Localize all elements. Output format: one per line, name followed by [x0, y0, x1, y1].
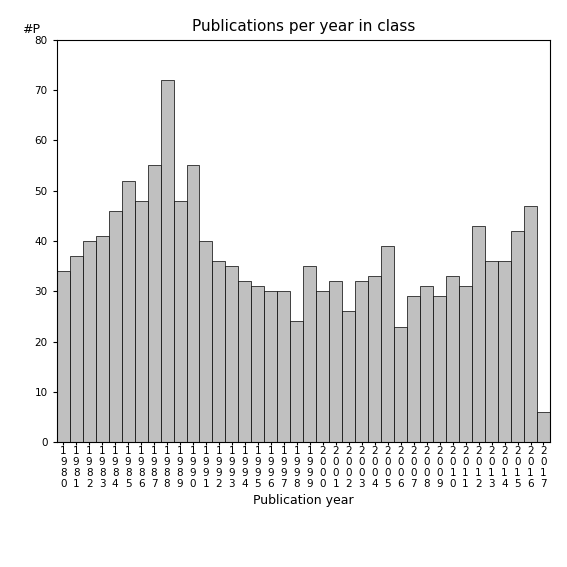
- Bar: [160, 80, 174, 442]
- Bar: [381, 246, 394, 442]
- Bar: [70, 256, 83, 442]
- Bar: [329, 281, 342, 442]
- Bar: [498, 261, 511, 442]
- Bar: [472, 226, 485, 442]
- Bar: [446, 276, 459, 442]
- Bar: [213, 261, 226, 442]
- Bar: [511, 231, 524, 442]
- Bar: [303, 266, 316, 442]
- Bar: [239, 281, 251, 442]
- Bar: [83, 241, 96, 442]
- Bar: [174, 201, 187, 442]
- Bar: [277, 291, 290, 442]
- Bar: [134, 201, 147, 442]
- Bar: [524, 206, 537, 442]
- Bar: [459, 286, 472, 442]
- Bar: [290, 321, 303, 442]
- Bar: [485, 261, 498, 442]
- Bar: [147, 166, 160, 442]
- Bar: [433, 297, 446, 442]
- Bar: [200, 241, 213, 442]
- Bar: [57, 271, 70, 442]
- Bar: [316, 291, 329, 442]
- Bar: [121, 180, 134, 442]
- Bar: [342, 311, 356, 442]
- Bar: [394, 327, 407, 442]
- Bar: [420, 286, 433, 442]
- Text: #P: #P: [22, 23, 40, 36]
- Bar: [407, 297, 420, 442]
- Bar: [356, 281, 368, 442]
- Bar: [264, 291, 277, 442]
- Bar: [368, 276, 381, 442]
- X-axis label: Publication year: Publication year: [253, 494, 354, 507]
- Bar: [96, 236, 109, 442]
- Bar: [187, 166, 200, 442]
- Title: Publications per year in class: Publications per year in class: [192, 19, 415, 35]
- Bar: [251, 286, 264, 442]
- Bar: [226, 266, 239, 442]
- Bar: [109, 211, 121, 442]
- Bar: [537, 412, 550, 442]
